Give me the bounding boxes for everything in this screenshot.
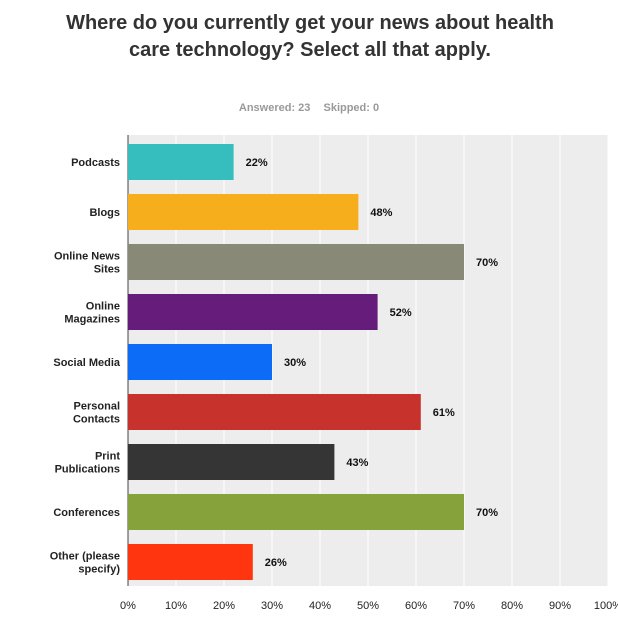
skipped-count: Skipped: 0	[323, 102, 380, 114]
x-tick-label: 50%	[357, 600, 379, 612]
bar-value-label: 70%	[476, 507, 498, 519]
bar-value-label: 26%	[265, 557, 287, 569]
bar-value-label: 43%	[346, 457, 368, 469]
category-label: Blogs	[89, 207, 120, 219]
category-label: Podcasts	[71, 157, 120, 169]
category-label: Online News Sites	[54, 251, 120, 276]
bar-value-label: 61%	[433, 407, 455, 419]
bar	[128, 244, 464, 280]
x-tick-label: 30%	[261, 600, 283, 612]
x-tick-label: 40%	[309, 600, 331, 612]
bar	[128, 144, 234, 180]
category-labels: Podcasts Blogs Online News Sites Online Magaz…	[50, 157, 121, 576]
value-labels: 22% 48% 70% 52% 30% 61% 43% 70% 26%	[246, 157, 499, 569]
category-label: Other (please specify)	[50, 551, 121, 576]
x-axis-ticks: 0% 10% 20% 30% 40% 50% 60% 70% 80% 90% 100%	[120, 600, 618, 612]
category-label: Social Media	[53, 357, 121, 369]
category-label: Personal Contacts	[73, 401, 120, 426]
bar-value-label: 70%	[476, 257, 498, 269]
x-tick-label: 100%	[594, 600, 618, 612]
category-label: Conferences	[53, 507, 120, 519]
bar	[128, 294, 378, 330]
bar	[128, 344, 272, 380]
bar	[128, 194, 359, 230]
x-tick-label: 20%	[213, 600, 235, 612]
category-label: Online Magazines	[64, 301, 120, 326]
response-stats: Answered: 23 Skipped: 0	[0, 102, 618, 114]
bars	[128, 144, 464, 580]
x-tick-label: 70%	[453, 600, 475, 612]
bar	[128, 494, 464, 530]
bar-value-label: 30%	[284, 357, 306, 369]
bar	[128, 394, 421, 430]
x-tick-label: 90%	[549, 600, 571, 612]
bar-value-label: 52%	[390, 307, 412, 319]
bar	[128, 444, 335, 480]
chart-title: Where do you currently get your news abo…	[66, 12, 554, 61]
answered-count: Answered: 23	[238, 102, 311, 114]
bar-value-label: 48%	[370, 207, 392, 219]
category-label: Print Publications	[55, 451, 121, 476]
x-tick-label: 10%	[165, 600, 187, 612]
x-tick-label: 80%	[501, 600, 523, 612]
bar	[128, 544, 253, 580]
bar-value-label: 22%	[246, 157, 268, 169]
x-tick-label: 0%	[120, 600, 136, 612]
x-tick-label: 60%	[405, 600, 427, 612]
